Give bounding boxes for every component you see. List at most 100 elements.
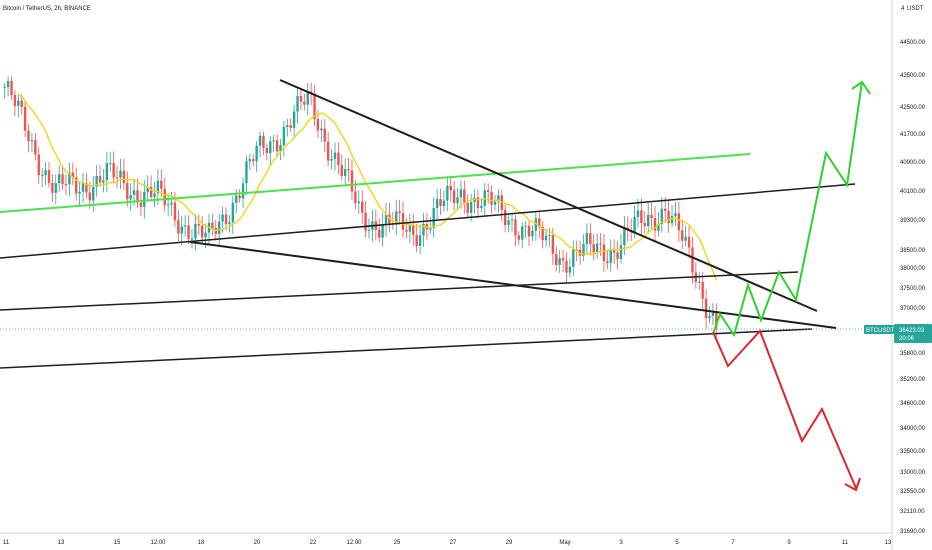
candle-body bbox=[711, 312, 715, 316]
candle-body bbox=[704, 298, 708, 319]
candle-body bbox=[364, 212, 367, 231]
price-tag bbox=[894, 324, 932, 343]
time-tick-label: 12:00 bbox=[150, 540, 166, 546]
candle-body bbox=[565, 260, 568, 273]
candle-body bbox=[272, 140, 275, 142]
candle-body bbox=[149, 187, 153, 197]
candle-body bbox=[200, 225, 204, 238]
green-channel-line[interactable] bbox=[0, 153, 751, 213]
trend-line-rising-top[interactable] bbox=[0, 183, 856, 259]
candle-body bbox=[204, 232, 207, 238]
candle-body bbox=[126, 183, 129, 200]
candle-body bbox=[238, 195, 241, 199]
candle-body bbox=[606, 261, 609, 263]
candle-body bbox=[524, 225, 527, 227]
candle-body bbox=[691, 247, 694, 273]
price-tick-label: 32110.00 bbox=[900, 509, 925, 515]
candle-body bbox=[211, 222, 214, 228]
bearish-projection-path[interactable] bbox=[712, 329, 857, 489]
trend-line-lower-support[interactable] bbox=[0, 328, 813, 369]
time-axis[interactable]: 11 13 15 12:00 18 20 22 12:00 25 27 29 May 3 5 7 9 11 13 bbox=[3, 540, 892, 546]
candle-body bbox=[330, 158, 333, 161]
candle-body bbox=[173, 202, 177, 221]
candle-body bbox=[44, 170, 47, 176]
candle-body bbox=[139, 202, 143, 207]
candle-body bbox=[340, 165, 343, 177]
candle-body bbox=[640, 210, 643, 224]
price-tag-value: 36423.03 bbox=[899, 328, 925, 334]
candle-body bbox=[650, 214, 653, 219]
candle-body bbox=[255, 145, 258, 162]
candle-body bbox=[670, 216, 674, 224]
candle-body bbox=[510, 219, 514, 221]
candle-body bbox=[422, 223, 425, 236]
bullish-arrow-head bbox=[851, 80, 871, 95]
candle-body bbox=[177, 220, 180, 234]
candle-body bbox=[555, 253, 558, 266]
time-tick-label: 7 bbox=[731, 540, 735, 546]
candle-body bbox=[558, 257, 561, 266]
candle-body bbox=[653, 218, 657, 231]
candle-body bbox=[612, 250, 616, 253]
price-tick-label: 43500.00 bbox=[900, 73, 926, 79]
candle-body bbox=[616, 252, 619, 259]
trend-line-upper-resistance[interactable] bbox=[279, 79, 818, 312]
candle-body bbox=[146, 187, 149, 192]
candle-body bbox=[425, 223, 429, 230]
candle-body bbox=[398, 211, 401, 214]
time-tick-label: 9 bbox=[787, 540, 791, 546]
price-tick-label: 42500.00 bbox=[900, 105, 926, 111]
candle-body bbox=[248, 159, 252, 162]
candle-body bbox=[221, 214, 224, 222]
currency-label: USDT bbox=[907, 6, 924, 12]
candle-body bbox=[585, 233, 589, 244]
candle-body bbox=[57, 174, 61, 184]
candle-body bbox=[456, 197, 459, 204]
candle-body bbox=[194, 224, 197, 239]
time-tick-label: 25 bbox=[394, 540, 401, 546]
candle-body bbox=[408, 225, 412, 232]
candle-body bbox=[54, 183, 57, 193]
candle-body bbox=[68, 172, 71, 185]
price-tick-label: 40900.00 bbox=[900, 160, 926, 166]
price-tag-countdown: 20:06 bbox=[899, 336, 915, 342]
candle-body bbox=[190, 238, 194, 240]
bullish-projection-path[interactable] bbox=[712, 81, 863, 338]
candle-body bbox=[105, 163, 109, 181]
price-axis[interactable]: 44500.00 43500.00 42500.00 41700.00 40900.00… bbox=[900, 40, 926, 535]
candle-body bbox=[228, 222, 231, 225]
candle-body bbox=[170, 202, 173, 205]
candle-body bbox=[504, 210, 507, 225]
candle-body bbox=[320, 128, 323, 131]
candle-body bbox=[337, 152, 340, 166]
candle-body bbox=[218, 221, 221, 235]
candle-body bbox=[27, 130, 30, 142]
time-tick-label: 13 bbox=[885, 540, 892, 546]
candle-body bbox=[357, 201, 360, 203]
symbol-tag bbox=[864, 325, 894, 334]
candle-body bbox=[367, 229, 371, 231]
candle-body bbox=[643, 223, 646, 227]
candle-body bbox=[592, 244, 595, 253]
candle-body bbox=[486, 190, 490, 192]
trend-line-middle[interactable] bbox=[0, 271, 799, 311]
candle-body bbox=[326, 141, 330, 161]
candle-body bbox=[245, 161, 248, 184]
candle-body bbox=[34, 139, 37, 155]
candle-body bbox=[459, 189, 463, 198]
candle-body bbox=[602, 244, 606, 261]
candle-body bbox=[667, 210, 670, 224]
candle-body bbox=[343, 168, 347, 177]
candle-body bbox=[163, 188, 166, 206]
candle-body bbox=[534, 218, 538, 231]
time-tick-label: 15 bbox=[114, 540, 121, 546]
candle-body bbox=[687, 236, 691, 248]
time-tick-label: 22 bbox=[310, 540, 317, 546]
candle-body bbox=[681, 230, 684, 241]
candle-body bbox=[442, 200, 446, 207]
candle-body bbox=[527, 225, 531, 237]
price-tick-label: 37000.00 bbox=[900, 306, 926, 312]
candle-body bbox=[231, 202, 235, 223]
candle-body bbox=[568, 266, 572, 273]
